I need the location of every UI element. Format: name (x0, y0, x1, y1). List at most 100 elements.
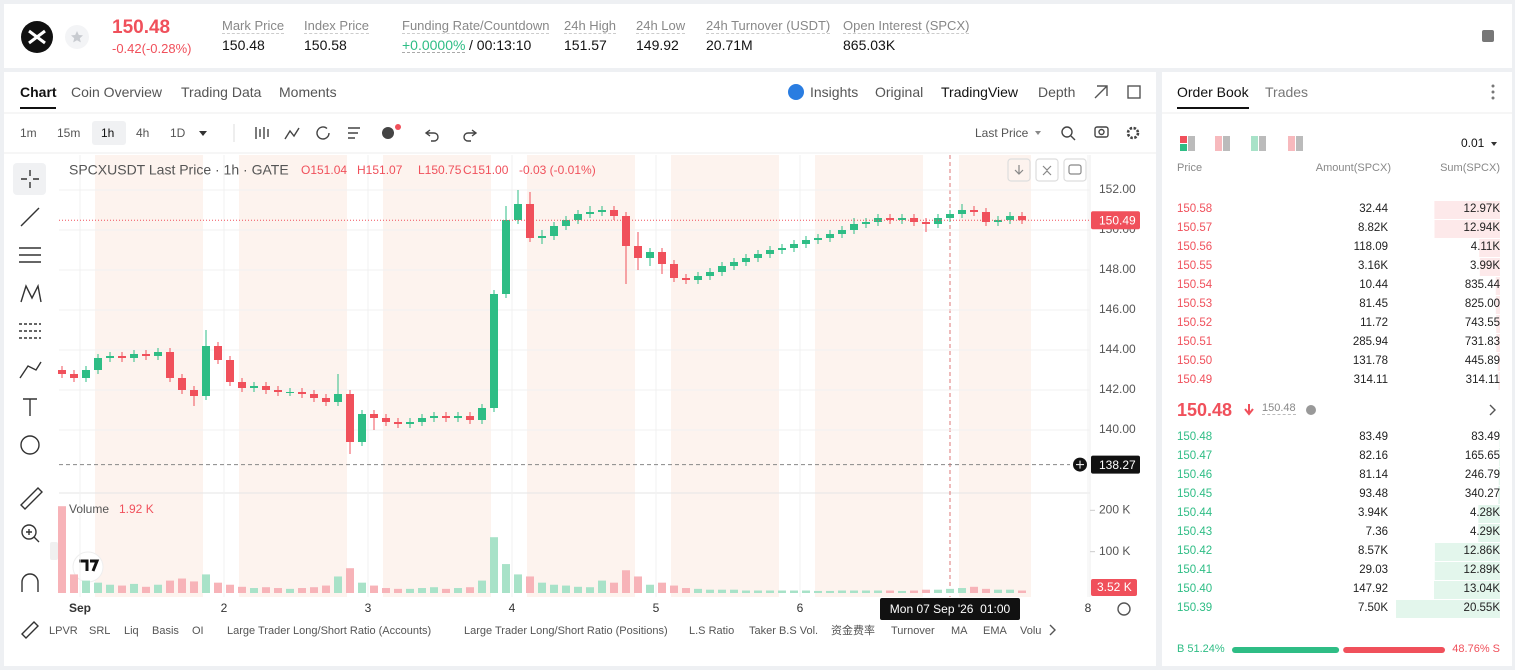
view-tab[interactable]: Original (875, 84, 924, 100)
volume-bar (286, 588, 294, 593)
candle-body (262, 386, 270, 390)
crosshair-tool[interactable] (21, 170, 39, 188)
indicator[interactable]: Basis (152, 625, 179, 637)
pen-tool[interactable] (21, 621, 39, 639)
collapse-handle[interactable] (50, 542, 58, 560)
indicator[interactable]: 资金费率 (831, 625, 875, 637)
volume-bar (958, 588, 966, 593)
tab-underline (20, 107, 56, 109)
interval[interactable]: 15m (57, 126, 81, 140)
zoom-tool[interactable] (21, 524, 37, 540)
search-icon[interactable] (1061, 126, 1073, 138)
ai-icon (788, 84, 804, 100)
magnet-tool[interactable] (21, 573, 39, 592)
settings-icon[interactable] (1126, 126, 1140, 140)
fib-tool[interactable] (19, 247, 41, 263)
axis-settings[interactable] (1117, 602, 1131, 616)
indicator-icon[interactable] (284, 127, 300, 140)
caret[interactable] (1035, 131, 1041, 135)
candle-type-icon[interactable] (255, 127, 269, 139)
ob-amount: 81.14 (1359, 469, 1388, 481)
ob-price: 150.55 (1177, 260, 1213, 272)
ob-tab[interactable]: Trades (1265, 84, 1309, 100)
measure-tool[interactable] (20, 487, 43, 510)
expand-icon[interactable] (1094, 85, 1108, 99)
stat-label: 24h Turnover (USDT) (706, 18, 831, 34)
crosshair-time: Mon 07 Sep '26 01:00 (890, 602, 1011, 616)
indicator[interactable]: Large Trader Long/Short Ratio (Accounts) (227, 625, 432, 637)
indicator[interactable]: MA (951, 625, 968, 637)
pattern-tool[interactable] (20, 283, 42, 303)
precision[interactable]: 0.01 (1461, 136, 1485, 150)
trendline-tool[interactable] (20, 207, 40, 227)
ob-amount: 8.82K (1357, 222, 1388, 234)
emoji-tool[interactable] (20, 435, 40, 455)
interval[interactable]: 4h (136, 126, 150, 140)
indicator[interactable]: OI (192, 625, 204, 637)
add-icon[interactable] (382, 127, 394, 139)
details-chevron[interactable] (1489, 404, 1496, 416)
star-icon (71, 31, 83, 43)
indicator[interactable]: SRL (89, 625, 111, 637)
ob-price: 150.58 (1177, 203, 1213, 215)
view-tab[interactable]: TradingView (941, 84, 1019, 100)
interval[interactable]: 1m (20, 126, 37, 140)
ob-tab[interactable]: Order Book (1177, 84, 1249, 100)
session-bands (95, 155, 1031, 597)
redo-icon[interactable] (463, 129, 478, 142)
depth-bar (1396, 600, 1500, 618)
y-tick-label: 140.00 (1099, 422, 1136, 436)
ob-amount: 131.78 (1352, 355, 1388, 367)
fit-button[interactable] (1035, 158, 1059, 182)
tab[interactable]: Trading Data (181, 84, 262, 100)
template-icon[interactable] (348, 127, 360, 139)
volume-bar (634, 576, 642, 593)
volume-bar (538, 582, 546, 593)
tab[interactable]: Coin Overview (71, 84, 163, 100)
text-tool[interactable] (23, 398, 37, 416)
ob-price: 150.44 (1177, 507, 1213, 519)
interval[interactable]: 1h (101, 126, 115, 140)
projection-tool[interactable] (19, 323, 41, 339)
candle-body (622, 216, 630, 246)
scroll-button[interactable] (1007, 158, 1031, 182)
tab[interactable]: Chart (20, 84, 57, 100)
view-tab[interactable]: Depth (1038, 84, 1076, 100)
depth-bar (1498, 486, 1500, 504)
undo-icon[interactable] (424, 129, 439, 142)
caret[interactable] (199, 131, 207, 136)
tv-logo-glyph (79, 559, 100, 572)
interval[interactable]: 1D (170, 126, 186, 140)
ob-amount: 29.03 (1359, 564, 1388, 576)
replay-icon[interactable] (316, 126, 330, 140)
indicator[interactable]: L.S Ratio (689, 625, 735, 637)
indicator[interactable]: Taker B.S Vol. (749, 625, 819, 637)
volume-bar (478, 580, 486, 593)
ob-amount: 83.49 (1359, 431, 1388, 443)
tab[interactable]: Moments (279, 84, 337, 100)
indicator[interactable]: Large Trader Long/Short Ratio (Positions… (464, 625, 668, 637)
indicator[interactable]: Volu (1020, 625, 1042, 637)
layout-button[interactable] (1063, 158, 1087, 182)
more-menu[interactable] (1491, 84, 1495, 100)
view-tab[interactable]: Insights (810, 84, 859, 100)
indicator[interactable]: Turnover (891, 625, 935, 637)
window-icon[interactable] (1127, 85, 1141, 99)
scroll-right[interactable] (1049, 624, 1056, 636)
indicator[interactable]: LPVR (49, 625, 78, 637)
brush-tool[interactable] (19, 361, 42, 379)
camera-icon[interactable] (1094, 126, 1109, 138)
ob-amount: 8.57K (1357, 545, 1388, 557)
price-type[interactable]: Last Price (975, 126, 1029, 140)
indicator[interactable]: Liq (124, 625, 139, 637)
volume-bar (514, 574, 522, 593)
indicator[interactable]: EMA (983, 625, 1007, 637)
candle-body (646, 252, 654, 258)
caret[interactable] (1491, 142, 1497, 146)
mid-price: 150.48 (1177, 400, 1233, 420)
ob-sum: 825.00 (1464, 298, 1500, 310)
menu-icon[interactable] (1482, 30, 1494, 42)
price-change: -0.42(-0.28%) (112, 41, 192, 56)
volume-bar (394, 588, 402, 593)
volume-bar (1018, 590, 1026, 593)
